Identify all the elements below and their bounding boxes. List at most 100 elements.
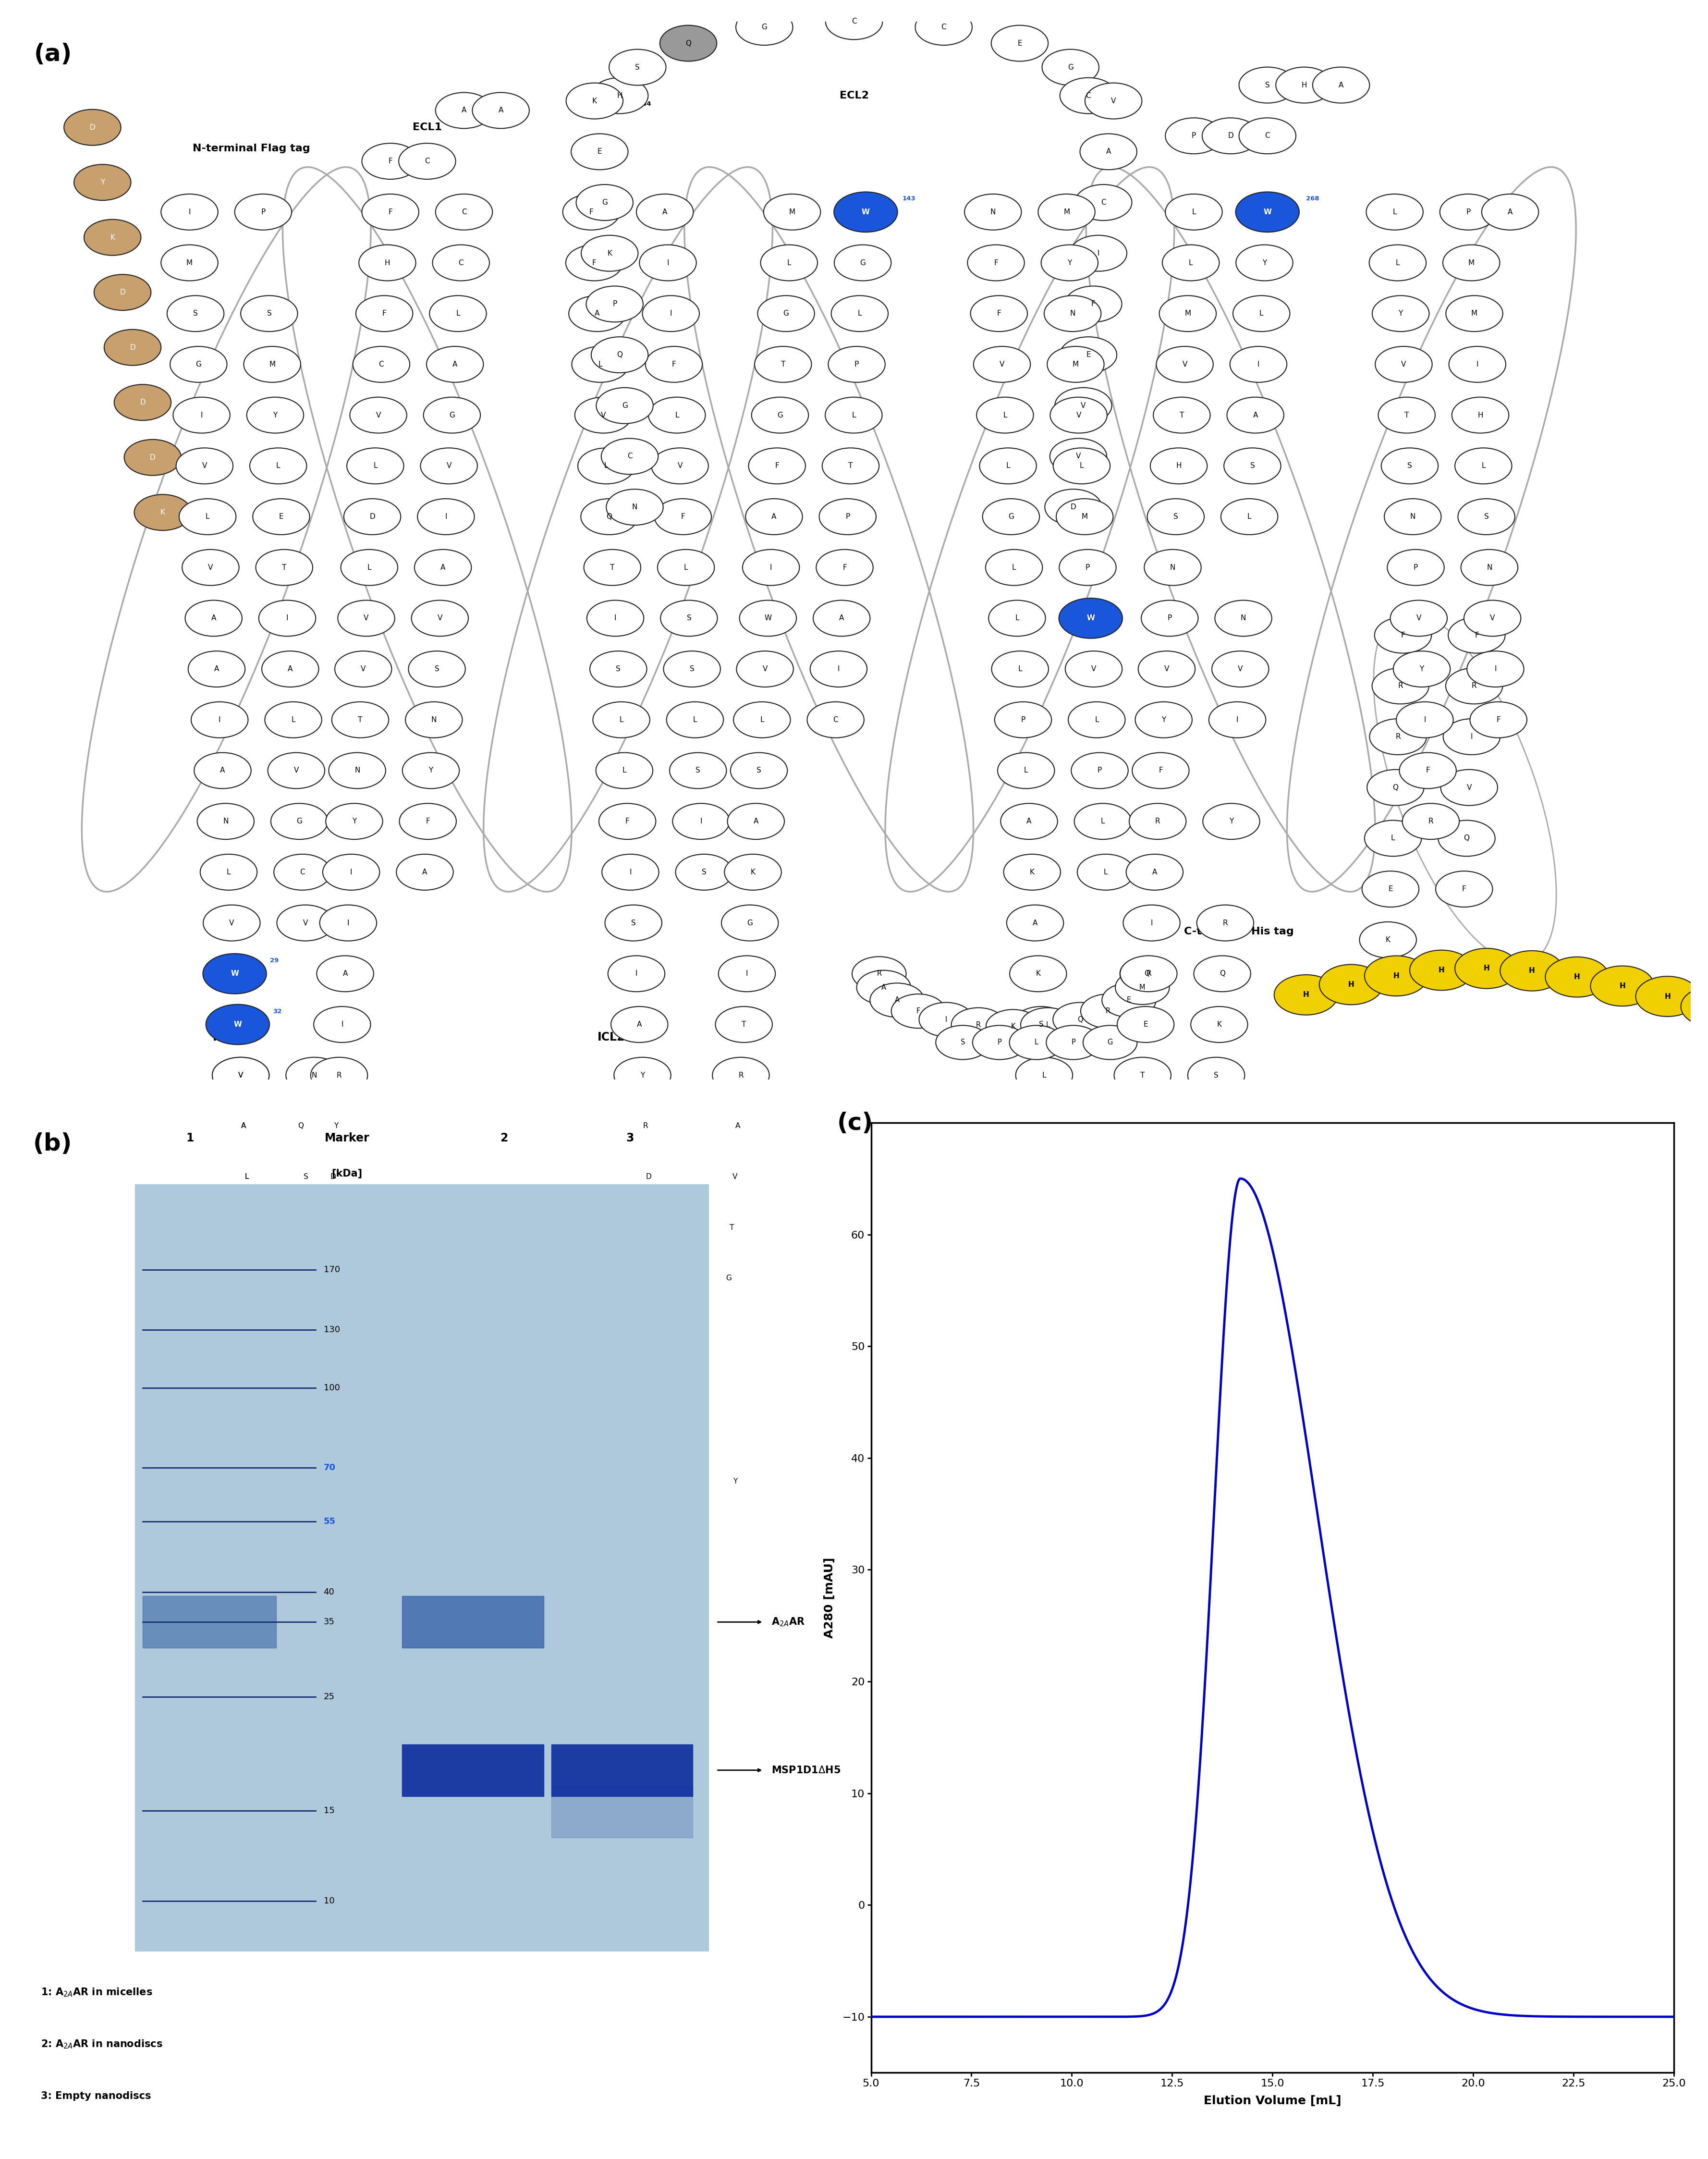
Text: A: A [772, 514, 777, 520]
Text: D: D [140, 399, 145, 406]
Text: A: A [1153, 868, 1156, 877]
Text: E: E [1018, 39, 1021, 47]
Circle shape [970, 296, 1028, 332]
Text: V: V [1091, 665, 1097, 674]
Text: P: P [1071, 1038, 1076, 1047]
Text: F: F [1401, 633, 1406, 639]
Text: Q: Q [1220, 969, 1225, 978]
Circle shape [1409, 950, 1474, 991]
Text: ICL1: ICL1 [212, 1032, 241, 1043]
Circle shape [1225, 447, 1281, 484]
Text: P: P [261, 209, 265, 216]
Circle shape [658, 551, 714, 585]
Text: N: N [1240, 615, 1247, 622]
Text: Y: Y [1068, 259, 1073, 266]
Text: I: I [666, 259, 670, 266]
Circle shape [277, 1159, 335, 1194]
Circle shape [986, 1010, 1040, 1043]
Text: I: I [1097, 250, 1100, 257]
Text: A$_{2A}$AR: A$_{2A}$AR [772, 1617, 804, 1628]
Circle shape [1276, 67, 1332, 104]
Text: W: W [234, 1021, 243, 1028]
Text: L: L [1025, 766, 1028, 775]
Circle shape [195, 753, 251, 788]
Text: R: R [328, 1224, 333, 1231]
Circle shape [673, 803, 729, 840]
Text: H: H [617, 93, 622, 99]
Circle shape [808, 702, 864, 738]
Circle shape [412, 600, 468, 637]
Circle shape [1050, 397, 1107, 434]
Text: L: L [1395, 259, 1399, 266]
Circle shape [1044, 296, 1102, 332]
Text: E: E [1143, 1021, 1148, 1028]
Circle shape [167, 296, 224, 332]
Text: C: C [852, 17, 856, 26]
Circle shape [1440, 769, 1498, 805]
Circle shape [810, 652, 868, 687]
Circle shape [629, 1311, 687, 1347]
Text: R: R [336, 1071, 342, 1080]
Circle shape [1443, 244, 1500, 281]
Text: C: C [425, 158, 430, 164]
Text: L: L [1392, 209, 1397, 216]
Text: L: L [1095, 717, 1098, 723]
Text: Y: Y [1161, 717, 1167, 723]
Text: K: K [161, 510, 166, 516]
Text: H: H [1301, 82, 1307, 89]
Text: S: S [193, 311, 198, 317]
Circle shape [1361, 870, 1419, 907]
Text: A: A [422, 868, 427, 877]
Text: R: R [642, 1123, 647, 1129]
Circle shape [1165, 194, 1223, 231]
Text: L: L [367, 563, 371, 572]
Text: P: P [854, 361, 859, 367]
Text: T: T [282, 563, 287, 572]
Circle shape [852, 956, 907, 991]
Text: Y: Y [352, 818, 357, 825]
Text: N: N [1486, 563, 1493, 572]
Circle shape [620, 1159, 676, 1194]
Circle shape [601, 438, 658, 475]
Circle shape [234, 194, 292, 231]
Circle shape [1059, 551, 1115, 585]
Circle shape [323, 855, 379, 890]
Text: N: N [991, 209, 996, 216]
Text: G: G [726, 1274, 731, 1282]
Text: T: T [1180, 412, 1184, 419]
Circle shape [589, 652, 647, 687]
Text: S: S [690, 665, 695, 674]
Text: Q: Q [1144, 969, 1149, 978]
Circle shape [285, 1058, 343, 1092]
Circle shape [176, 447, 232, 484]
Circle shape [869, 982, 924, 1017]
Circle shape [989, 600, 1045, 637]
Text: H: H [1477, 412, 1483, 419]
Text: N: N [1170, 563, 1175, 572]
Text: 70: 70 [323, 1464, 335, 1472]
Circle shape [1197, 905, 1254, 941]
Text: L: L [244, 1172, 249, 1181]
Text: W: W [765, 615, 772, 622]
Text: V: V [678, 462, 683, 469]
Circle shape [577, 447, 635, 484]
Text: T: T [849, 462, 852, 469]
Circle shape [179, 499, 236, 535]
Circle shape [977, 397, 1033, 434]
Circle shape [986, 551, 1042, 585]
Circle shape [207, 1004, 270, 1045]
Text: L: L [605, 462, 608, 469]
Circle shape [1202, 119, 1259, 153]
Text: I: I [945, 1017, 946, 1023]
Text: L: L [1057, 1326, 1061, 1332]
Circle shape [1237, 244, 1293, 281]
Text: H: H [1438, 967, 1445, 974]
Text: 154: 154 [639, 101, 651, 108]
Text: D: D [1228, 132, 1233, 140]
Text: S: S [1266, 82, 1269, 89]
Text: D: D [120, 289, 125, 296]
Circle shape [256, 551, 313, 585]
Circle shape [919, 1002, 974, 1036]
Circle shape [700, 1261, 757, 1295]
Circle shape [1030, 1311, 1088, 1347]
